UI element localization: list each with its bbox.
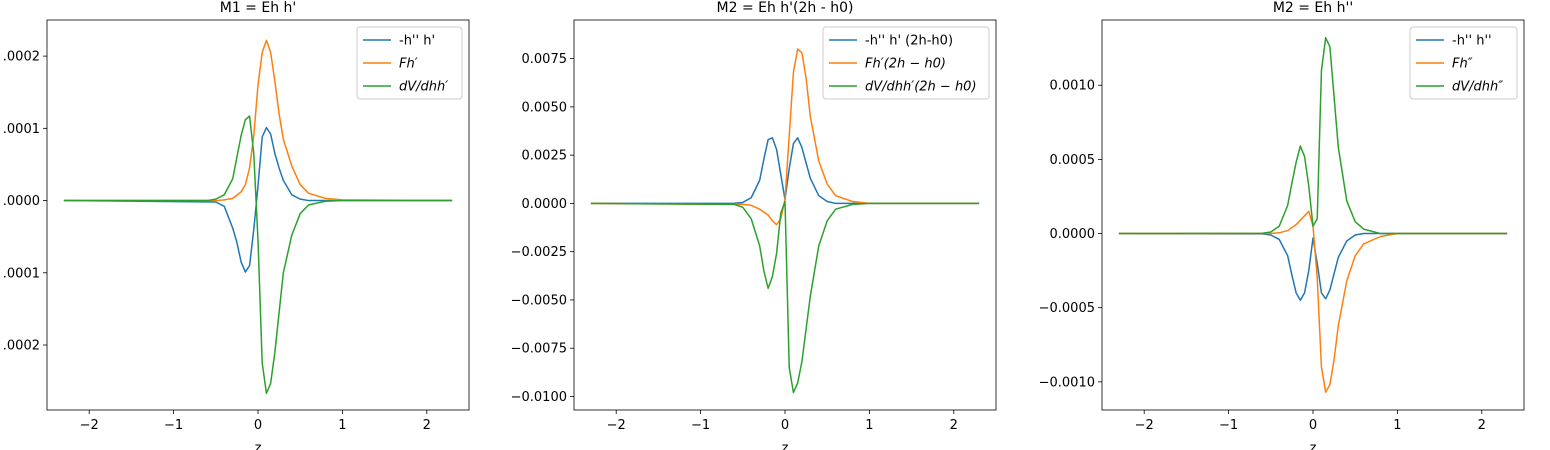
series-line-2 — [590, 48, 980, 226]
legend-label: Fh′ — [399, 57, 418, 72]
x-tick-label: 2 — [423, 418, 431, 433]
x-tick-label: −2 — [607, 418, 626, 433]
plot-area — [63, 39, 453, 395]
series-line-3 — [63, 115, 453, 395]
chart-title: M1 = Eh h' — [220, 0, 297, 16]
x-tick-label: 1 — [1393, 418, 1401, 433]
chart-title: M2 = Eh h'' — [1273, 0, 1353, 16]
y-tick-label: .0000 — [3, 194, 40, 209]
y-tick-label: .0001 — [3, 266, 40, 281]
y-tick-label: −0.0050 — [511, 293, 567, 308]
x-tick-label: 1 — [865, 418, 873, 433]
x-tick-label: 0 — [781, 418, 789, 433]
legend: -h'' h' (2h-h0) Fh′(2h − h0) dV/dhh′(2h − … — [822, 26, 990, 100]
x-tick-label: −1 — [164, 418, 183, 433]
series-line-2 — [63, 39, 453, 202]
series-line-3 — [590, 200, 980, 394]
x-tick-label: 2 — [1478, 418, 1486, 433]
chart-title: M2 = Eh h'(2h - h0) — [717, 0, 854, 16]
x-tick-label: 0 — [254, 418, 262, 433]
x-tick-label: −2 — [80, 418, 99, 433]
y-tick-label: 0.0050 — [522, 100, 568, 115]
x-axis-label: z — [782, 441, 789, 450]
legend: -h'' h' Fh′ dV/dhh′ — [356, 26, 463, 100]
y-tick-label: .0002 — [3, 50, 40, 65]
y-tick-label: 0.0000 — [522, 197, 568, 212]
legend-label: dV/dhh′ — [399, 80, 448, 95]
chart-panel-2: −2 −1 0 1 2 −0.0100 −0.0075 −0.0050 −0.0025 0.000… — [511, 0, 997, 450]
y-tick-label: −0.0005 — [1039, 301, 1095, 316]
y-tick-label: 0.0010 — [1050, 79, 1096, 94]
legend-label: -h'' h' — [399, 34, 435, 49]
series-line-1 — [63, 126, 453, 273]
x-tick-label: −2 — [1135, 418, 1154, 433]
plot-area — [590, 48, 980, 394]
x-tick-label: 1 — [338, 418, 346, 433]
x-axis-label: z — [255, 441, 262, 450]
legend-label: Fh″ — [1452, 57, 1473, 72]
y-tick-label: −0.0075 — [511, 342, 567, 357]
plot-area — [1118, 37, 1508, 393]
legend-box — [356, 26, 463, 100]
y-tick-label: 0.0025 — [522, 149, 568, 164]
legend-label: dV/dhh″ — [1452, 80, 1503, 95]
x-tick-label: 0 — [1309, 418, 1317, 433]
legend: -h'' h'' Fh″ dV/dhh″ — [1409, 26, 1518, 100]
x-tick-label: −1 — [1219, 418, 1238, 433]
series-line-2 — [1118, 210, 1508, 393]
y-tick-label: −0.0100 — [511, 390, 567, 405]
y-tick-label: .0001 — [3, 122, 40, 137]
x-tick-label: −1 — [691, 418, 710, 433]
chart-panel-3: −2 −1 0 1 2 −0.0010 −0.0005 0.0000 0.0005 0.0010 M… — [1039, 0, 1525, 450]
y-tick-label: −0.0010 — [1039, 375, 1095, 390]
chart-panel-1: −2 −1 0 1 2 .0002 .0001 .0000 .0001 .0002 M1 = Eh … — [3, 0, 470, 450]
series-line-3 — [1118, 37, 1508, 235]
x-tick-label: 2 — [950, 418, 958, 433]
y-tick-label: 0.0005 — [1050, 153, 1096, 168]
y-tick-label: −0.0025 — [511, 245, 567, 260]
legend-label: -h'' h'' — [1452, 34, 1492, 49]
x-axis-label: z — [1310, 441, 1317, 450]
y-tick-label: .0002 — [3, 339, 40, 354]
legend-label: Fh′(2h − h0) — [865, 57, 946, 72]
legend-box — [1409, 26, 1518, 100]
y-tick-label: 0.0075 — [522, 52, 568, 67]
legend-label: -h'' h' (2h-h0) — [865, 34, 953, 49]
legend-label: dV/dhh′(2h − h0) — [865, 80, 977, 95]
y-tick-label: 0.0000 — [1050, 227, 1096, 242]
series-line-1 — [1118, 232, 1508, 302]
legend-box — [822, 26, 990, 100]
